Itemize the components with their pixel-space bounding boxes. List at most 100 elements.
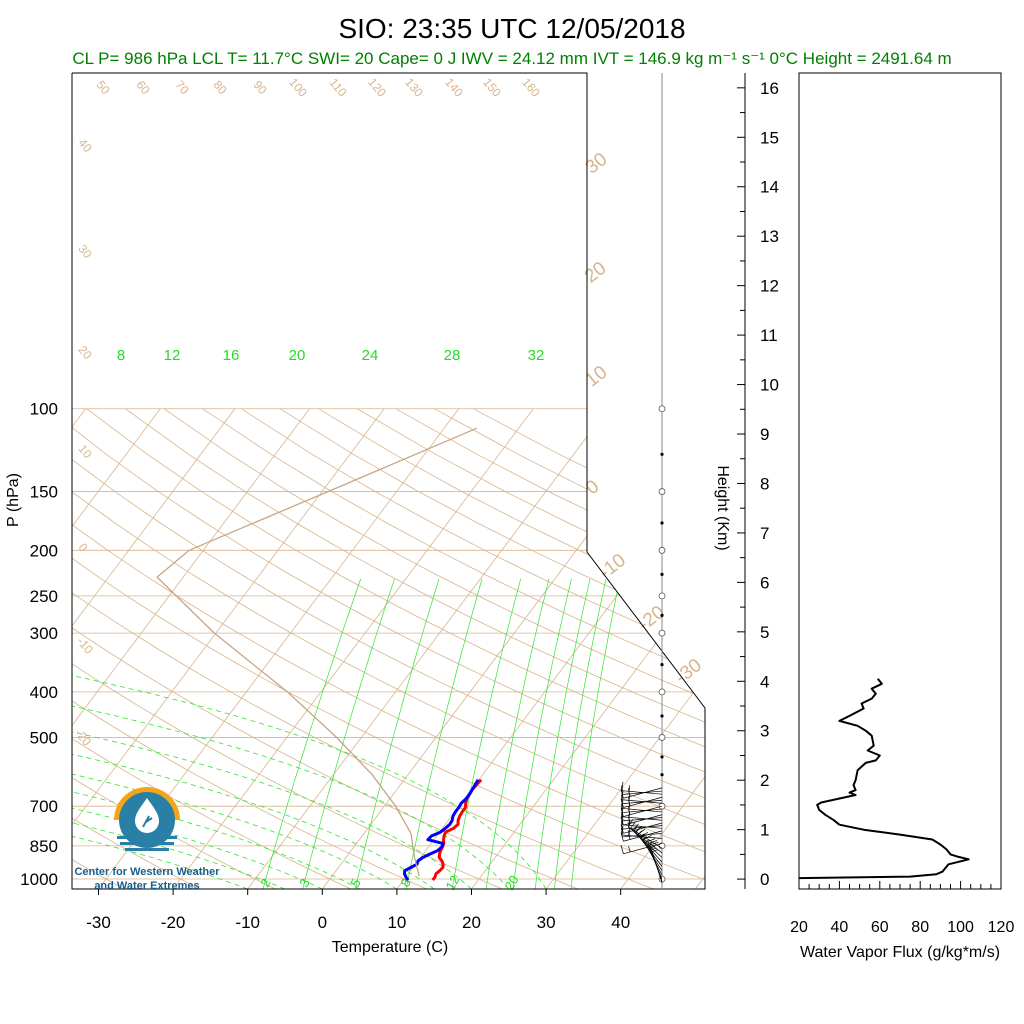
- dry-adiabat-line: [356, 408, 705, 889]
- height-tick-label: 5: [760, 623, 769, 642]
- wind-barb-shaft: [622, 816, 663, 821]
- wind-barb-shaft: [622, 808, 663, 813]
- mixing-ratio-bottom-label: 12: [442, 873, 462, 893]
- dry-adiabat-label: 110: [327, 76, 350, 100]
- dry-adiabat-line: [72, 408, 705, 889]
- skewt-series: [156, 427, 483, 881]
- dry-adiabat-label: 150: [480, 75, 504, 100]
- wind-barb-flag: [621, 794, 623, 804]
- dry-adiabat-label: 120: [365, 75, 389, 100]
- temperature-tick-label: 0: [318, 913, 327, 932]
- logo-text-line2: and Water Extremes: [94, 880, 199, 892]
- mixing-ratio-line: [553, 578, 607, 889]
- isotherm-label: -10: [595, 550, 630, 583]
- wind-barb-flag: [620, 844, 624, 854]
- isotherm-line: [471, 408, 705, 889]
- mixing-ratio-top-label: 16: [223, 347, 240, 364]
- isotherm-label: 20: [581, 258, 611, 288]
- dry-adiabat-line: [72, 408, 427, 889]
- dry-adiabat-line: [86, 408, 705, 889]
- dry-adiabat-line: [72, 408, 705, 889]
- moist-adiabat-line: [72, 595, 547, 889]
- mixing-ratio-line: [451, 578, 522, 889]
- wind-barb-shaft: [622, 799, 663, 805]
- wind-barb-flag: [621, 807, 624, 817]
- wind-level-circle: [658, 734, 666, 741]
- wind-barb-flag: [621, 815, 624, 825]
- wind-level-circle: [658, 688, 666, 696]
- isotherm-label: 0: [582, 476, 603, 499]
- pressure-tick-label: 850: [30, 837, 58, 856]
- wind-barb-flag: [637, 828, 646, 835]
- wind-level-dot: [660, 452, 664, 456]
- dry-adiabat-line: [125, 408, 705, 889]
- mixing-ratio-line: [534, 578, 591, 889]
- wind-barb-flag: [621, 790, 624, 800]
- isotherm-line: [72, 408, 236, 889]
- pressure-tick-label: 400: [30, 683, 58, 702]
- wind-barb-shaft: [623, 843, 663, 855]
- moist-adiabat-line: [72, 595, 360, 889]
- dry-adiabat-label: 30: [75, 242, 95, 261]
- wind-level-dot: [660, 755, 664, 759]
- wind-barb-shaft: [623, 805, 663, 817]
- wind-barb-flag: [651, 849, 658, 852]
- wind-level-circle: [658, 592, 666, 600]
- mixing-ratio-line: [512, 578, 572, 889]
- wind-barb-flag: [628, 785, 630, 792]
- wind-barb-flag: [641, 836, 647, 841]
- mixing-ratio-line: [485, 578, 550, 889]
- height-tick-label: 0: [760, 870, 769, 889]
- dry-adiabat-label: 10: [75, 442, 95, 461]
- logo-wave-2: [120, 842, 174, 845]
- wind-barb-flag: [628, 811, 630, 818]
- moist-adiabat-line: [72, 595, 472, 889]
- dry-adiabat-label: 160: [519, 75, 543, 100]
- pressure-tick-label: 300: [30, 624, 58, 643]
- skewt-x-label: Temperature (C): [332, 939, 448, 956]
- dry-adiabat-label: 0: [76, 540, 91, 554]
- height-tick-label: 1: [760, 821, 769, 840]
- height-tick-label: 16: [760, 79, 779, 98]
- mixing-ratio-bottom-label: 2: [257, 876, 274, 890]
- skewt-y-label: P (hPa): [5, 473, 22, 527]
- flux-tick-label: 60: [871, 919, 889, 936]
- dry-adiabat-label: 60: [133, 78, 153, 97]
- flux-profile-line: [798, 678, 970, 880]
- wind-barb-flag: [621, 812, 623, 822]
- wind-level-dot: [660, 663, 664, 667]
- temperature-tick-label: 40: [611, 913, 630, 932]
- wind-barb-flag: [640, 831, 649, 838]
- flux-tick-label: 20: [790, 919, 808, 936]
- height-tick-label: 13: [760, 227, 779, 246]
- isotherm-label: -30: [671, 655, 706, 688]
- wind-barb-flag: [633, 825, 638, 831]
- mixing-ratio-line: [570, 578, 621, 889]
- height-tick-label: 9: [760, 425, 769, 444]
- series-dewpoint-line: [403, 778, 480, 881]
- wind-barb-flag: [621, 781, 624, 791]
- isotherm-line: [545, 408, 705, 889]
- dry-adiabat-line: [395, 408, 705, 889]
- wind-barb-flag: [646, 838, 656, 843]
- mixing-ratio-top-label: 20: [289, 347, 306, 364]
- logo-text-line1: Center for Western Weather: [74, 866, 220, 878]
- wind-level-dot: [660, 572, 664, 576]
- temperature-tick-label: -30: [86, 913, 111, 932]
- wind-barb-flag: [628, 829, 630, 836]
- pressure-tick-label: 500: [30, 728, 58, 747]
- mixing-ratio-line: [302, 578, 395, 889]
- isotherm-label: 30: [582, 149, 612, 179]
- wind-barb-flag: [621, 799, 624, 809]
- wind-barb-flag: [648, 840, 657, 844]
- mixing-ratio-bottom-label: 5: [347, 876, 364, 890]
- mixing-ratio-top-label: 12: [164, 347, 181, 364]
- mixing-ratio-bottom-label: 20: [501, 873, 521, 893]
- flux-tick-label: 100: [947, 919, 974, 936]
- wind-level-dot: [660, 773, 664, 777]
- flux-x-label: Water Vapor Flux (g/kg*m/s): [800, 944, 1000, 961]
- pressure-tick-label: 150: [30, 483, 58, 502]
- dry-adiabat-line: [318, 408, 705, 889]
- height-tick-label: 2: [760, 771, 769, 790]
